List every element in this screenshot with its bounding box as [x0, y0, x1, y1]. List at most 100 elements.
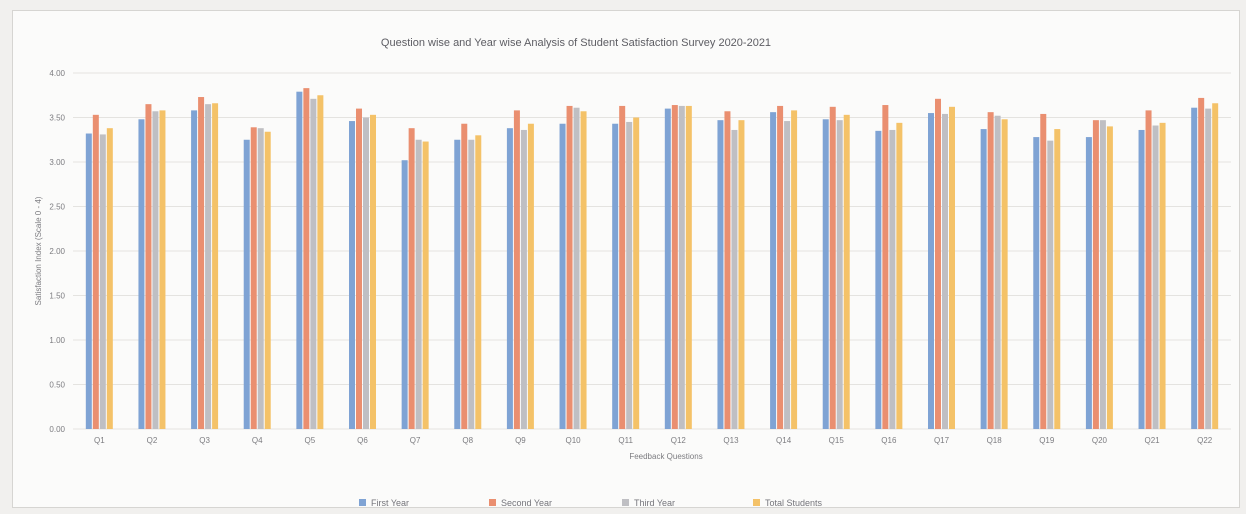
y-axis-title: Satisfaction Index (Scale 0 - 4) [34, 196, 43, 305]
bar [296, 91, 303, 429]
bar [415, 139, 422, 429]
bar [422, 141, 429, 429]
bar [198, 97, 205, 429]
bar [1033, 137, 1040, 429]
x-tick-label: Q14 [776, 436, 792, 445]
x-tick-label: Q12 [671, 436, 687, 445]
bar [1001, 119, 1008, 429]
bar [559, 123, 566, 429]
bar [454, 139, 461, 429]
bar [1159, 122, 1166, 429]
x-tick-label: Q11 [618, 436, 633, 445]
bar [1054, 129, 1061, 429]
bar [994, 115, 1001, 429]
bar [152, 111, 159, 430]
bar [1205, 108, 1212, 429]
bar [777, 105, 784, 430]
bar-chart: 0.000.501.001.502.002.503.003.504.00 Q1 Q… [34, 37, 1231, 507]
legend-label: Total Students [765, 498, 823, 507]
bar [875, 130, 882, 429]
y-tick-label: 0.50 [49, 381, 65, 390]
bar [527, 123, 534, 429]
x-tick-label: Q19 [1039, 436, 1055, 445]
bar [580, 111, 587, 430]
chart-title: Question wise and Year wise Analysis of … [381, 37, 771, 49]
legend-swatch [489, 499, 496, 506]
bar [212, 103, 219, 429]
bar [138, 119, 145, 429]
y-tick-label: 2.00 [49, 247, 65, 256]
bar [317, 95, 324, 429]
bars [85, 88, 1219, 430]
bar [1106, 126, 1113, 430]
bar [573, 107, 580, 430]
bar [461, 123, 468, 429]
x-tick-label: Q6 [357, 436, 368, 445]
legend-swatch [753, 499, 760, 506]
bar [738, 120, 745, 430]
bar [731, 129, 738, 429]
legend-swatch [359, 499, 366, 506]
bar [310, 98, 317, 429]
bar [928, 113, 934, 430]
x-tick-label: Q15 [829, 436, 845, 445]
bar [506, 128, 513, 429]
bar [836, 120, 843, 430]
chart-frame: 0.00 0.50 1.00 1.50 2.00 2.50 3.00 3.50 4.00 Q1 Q… [12, 10, 1240, 508]
x-tick-label: Q5 [305, 436, 316, 445]
bar [205, 104, 212, 430]
bar [717, 120, 724, 430]
bar [724, 111, 731, 430]
bar [889, 129, 896, 429]
bar [1092, 120, 1099, 430]
bar [349, 121, 355, 429]
bar [987, 112, 994, 429]
x-tick-labels: Q1 Q2 Q3 Q4 Q5 Q6 Q7 Q8 Q9 Q10 Q11 Q12 Q13 Q14 Q15 Q16 Q… [94, 436, 1213, 445]
y-tick-label: 1.50 [49, 292, 65, 301]
x-tick-label: Q3 [199, 436, 210, 445]
x-tick-label: Q21 [1144, 436, 1160, 445]
bar [1099, 120, 1106, 430]
bar [1212, 103, 1219, 429]
x-tick-label: Q20 [1092, 436, 1108, 445]
legend-label: Second Year [501, 498, 552, 507]
bar [264, 131, 271, 429]
legend-label: Third Year [634, 498, 675, 507]
bar [1085, 137, 1092, 429]
bar [685, 105, 692, 430]
bar [882, 105, 889, 429]
x-tick-label: Q8 [462, 436, 473, 445]
bar [633, 117, 640, 429]
bar [1145, 110, 1152, 429]
bar [475, 135, 482, 430]
bar [671, 105, 678, 429]
bar [770, 112, 777, 429]
bar [1047, 140, 1054, 429]
bar [99, 134, 106, 429]
x-tick-label: Q13 [723, 436, 739, 445]
bar [159, 110, 166, 429]
x-tick-label: Q17 [934, 436, 950, 445]
bar [678, 105, 685, 430]
x-tick-label: Q10 [565, 436, 581, 445]
bar [1191, 107, 1198, 430]
bar [1198, 97, 1205, 430]
y-tick-label: 1.00 [49, 336, 65, 345]
bar [822, 119, 829, 429]
y-tick-label: 3.50 [49, 114, 65, 123]
bar [626, 121, 633, 429]
bar [619, 105, 626, 430]
bar [1040, 113, 1047, 429]
bar [612, 123, 619, 429]
bar [513, 110, 520, 429]
bar [145, 104, 152, 430]
x-tick-label: Q7 [410, 436, 421, 445]
bar [85, 133, 92, 429]
bar [468, 139, 475, 429]
bar [106, 128, 113, 429]
y-tick-label: 4.00 [49, 69, 65, 78]
y-tick-label: 0.00 [49, 425, 65, 434]
bar [303, 88, 310, 429]
bar [257, 128, 264, 429]
bar [942, 113, 948, 429]
